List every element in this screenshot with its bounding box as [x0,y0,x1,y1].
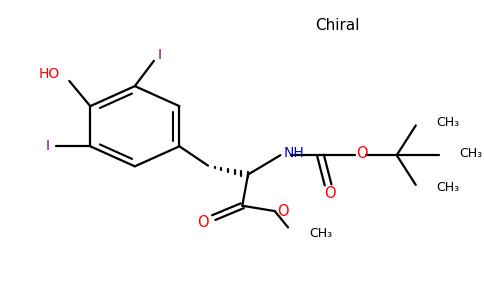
Text: I: I [45,139,49,153]
Text: CH₃: CH₃ [309,227,332,241]
Text: CH₃: CH₃ [437,116,460,129]
Text: O: O [277,204,289,219]
Text: O: O [197,214,209,230]
Text: O: O [356,146,367,161]
Text: CH₃: CH₃ [437,182,460,194]
Text: I: I [158,49,162,62]
Text: CH₃: CH₃ [460,147,483,160]
Text: O: O [324,186,336,201]
Text: HO: HO [39,68,60,81]
Text: NH: NH [284,146,304,160]
Text: Chiral: Chiral [315,18,359,33]
